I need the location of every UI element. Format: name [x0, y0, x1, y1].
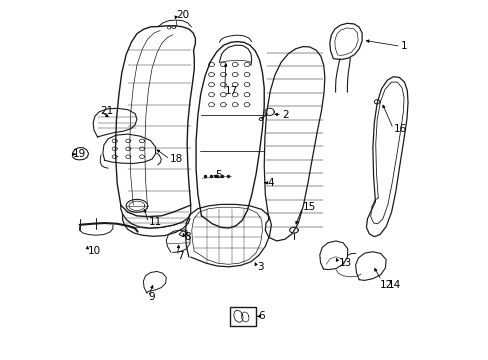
Text: 11: 11: [148, 217, 162, 227]
Text: 19: 19: [73, 149, 86, 159]
Text: 20: 20: [176, 10, 189, 20]
Text: 8: 8: [184, 232, 190, 242]
Text: 2: 2: [282, 110, 288, 120]
Text: 5: 5: [215, 170, 221, 180]
Text: 15: 15: [302, 202, 315, 212]
Text: 21: 21: [100, 106, 113, 116]
Text: 17: 17: [224, 86, 238, 96]
Text: 4: 4: [267, 178, 273, 188]
Text: 10: 10: [87, 246, 101, 256]
Bar: [230, 307, 255, 326]
Text: 16: 16: [392, 124, 406, 134]
Text: 14: 14: [387, 280, 400, 290]
Text: 3: 3: [257, 262, 263, 272]
Text: 13: 13: [338, 258, 351, 268]
Text: 6: 6: [258, 311, 264, 321]
Text: 7: 7: [177, 251, 183, 261]
Text: 18: 18: [169, 154, 183, 164]
Text: 9: 9: [148, 292, 155, 302]
Text: 1: 1: [400, 41, 407, 51]
Text: 12: 12: [379, 280, 392, 290]
